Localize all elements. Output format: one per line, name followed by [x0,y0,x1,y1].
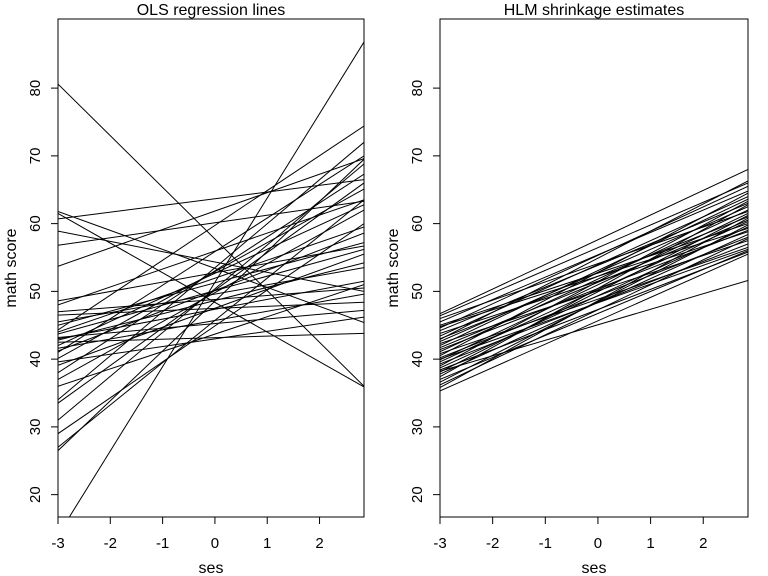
x-axis-title: ses [582,560,607,576]
y-tick-label: 60 [27,215,44,232]
x-tick-label: 1 [646,535,654,552]
series-line-6 [58,230,364,292]
series-line-8 [58,158,364,267]
x-tick-label: -2 [104,535,117,552]
series-line-7 [440,202,748,332]
x-tick-label: -3 [433,535,446,552]
series-line-29 [58,158,364,451]
series-line-23 [58,284,364,387]
x-tick-label: -1 [156,535,169,552]
x-tick-label: -3 [51,535,64,552]
series-line-20 [440,213,748,361]
x-tick-label: 0 [211,535,219,552]
series-line-36 [440,180,748,340]
plot-frame [57,18,365,518]
series-line-1 [440,168,748,315]
y-tick-label: 40 [409,351,426,368]
series-line-36 [58,316,364,363]
series-line-5 [58,179,364,220]
regression-lines [58,41,364,517]
x-axis-title: ses [199,560,224,576]
y-tick-label: 80 [27,80,44,97]
y-tick-label: 60 [409,215,426,232]
series-line-30 [58,287,364,313]
y-tick-label: 30 [409,419,426,436]
series-line-23 [440,200,748,367]
series-line-8 [440,231,748,334]
series-line-13 [58,125,364,331]
x-tick-label: 2 [315,535,323,552]
series-line-33 [440,253,748,392]
series-line-6 [440,185,748,329]
series-line-35 [440,227,748,328]
y-tick-label: 80 [409,80,426,97]
y-tick-label: 70 [27,148,44,165]
chart-title: OLS regression lines [137,2,286,19]
x-tick-label: 0 [594,535,602,552]
series-line-2 [68,41,364,517]
series-line-13 [440,198,748,347]
y-axis-title: math score [3,228,20,307]
series-line-34 [440,280,748,372]
series-line-32 [440,217,748,389]
series-line-29 [440,250,748,380]
series-line-37 [440,248,748,360]
plot-frame [439,18,749,518]
series-line-35 [58,232,364,352]
series-line-30 [440,224,748,383]
series-line-31 [58,267,364,323]
plot-panel-1: OLS regression lines -3 -2 -1 0 1 2 20 30 40 50 60 7… [3,2,365,576]
series-line-32 [58,226,364,333]
series-line-17 [58,204,364,347]
y-tick-label: 20 [409,486,426,503]
series-line-31 [440,238,748,386]
series-line-28 [440,204,748,378]
series-line-26 [440,215,748,373]
plot-panel-2: HLM shrinkage estimates -3 -2 -1 0 1 2 20 30 40 50… [385,2,749,576]
series-line-21 [58,253,364,366]
x-tick-label: -2 [486,535,499,552]
series-line-4 [440,190,748,323]
series-line-37 [58,173,364,374]
chart-title: HLM shrinkage estimates [504,2,685,19]
y-tick-label: 40 [27,351,44,368]
series-line-16 [58,332,364,343]
series-line-7 [58,200,364,246]
series-line-12 [58,242,364,326]
y-tick-label: 20 [27,486,44,503]
series-line-25 [58,182,364,404]
series-line-34 [58,262,364,341]
regression-lines [440,168,748,392]
series-line-18 [440,192,748,357]
y-tick-label: 50 [409,283,426,300]
series-line-24 [58,141,364,401]
y-axis-title: math score [385,228,402,307]
y-tick-label: 30 [27,419,44,436]
series-line-16 [440,209,748,353]
series-line-24 [440,226,748,369]
series-line-1 [58,83,364,387]
series-line-27 [58,223,364,435]
x-tick-label: 2 [699,535,707,552]
series-line-33 [58,309,364,338]
series-line-2 [440,182,748,317]
series-line-17 [440,246,748,355]
y-tick-label: 50 [27,283,44,300]
y-tick-label: 70 [409,148,426,165]
x-tick-label: 1 [263,535,271,552]
x-tick-label: -1 [539,535,552,552]
series-line-19 [58,155,364,353]
